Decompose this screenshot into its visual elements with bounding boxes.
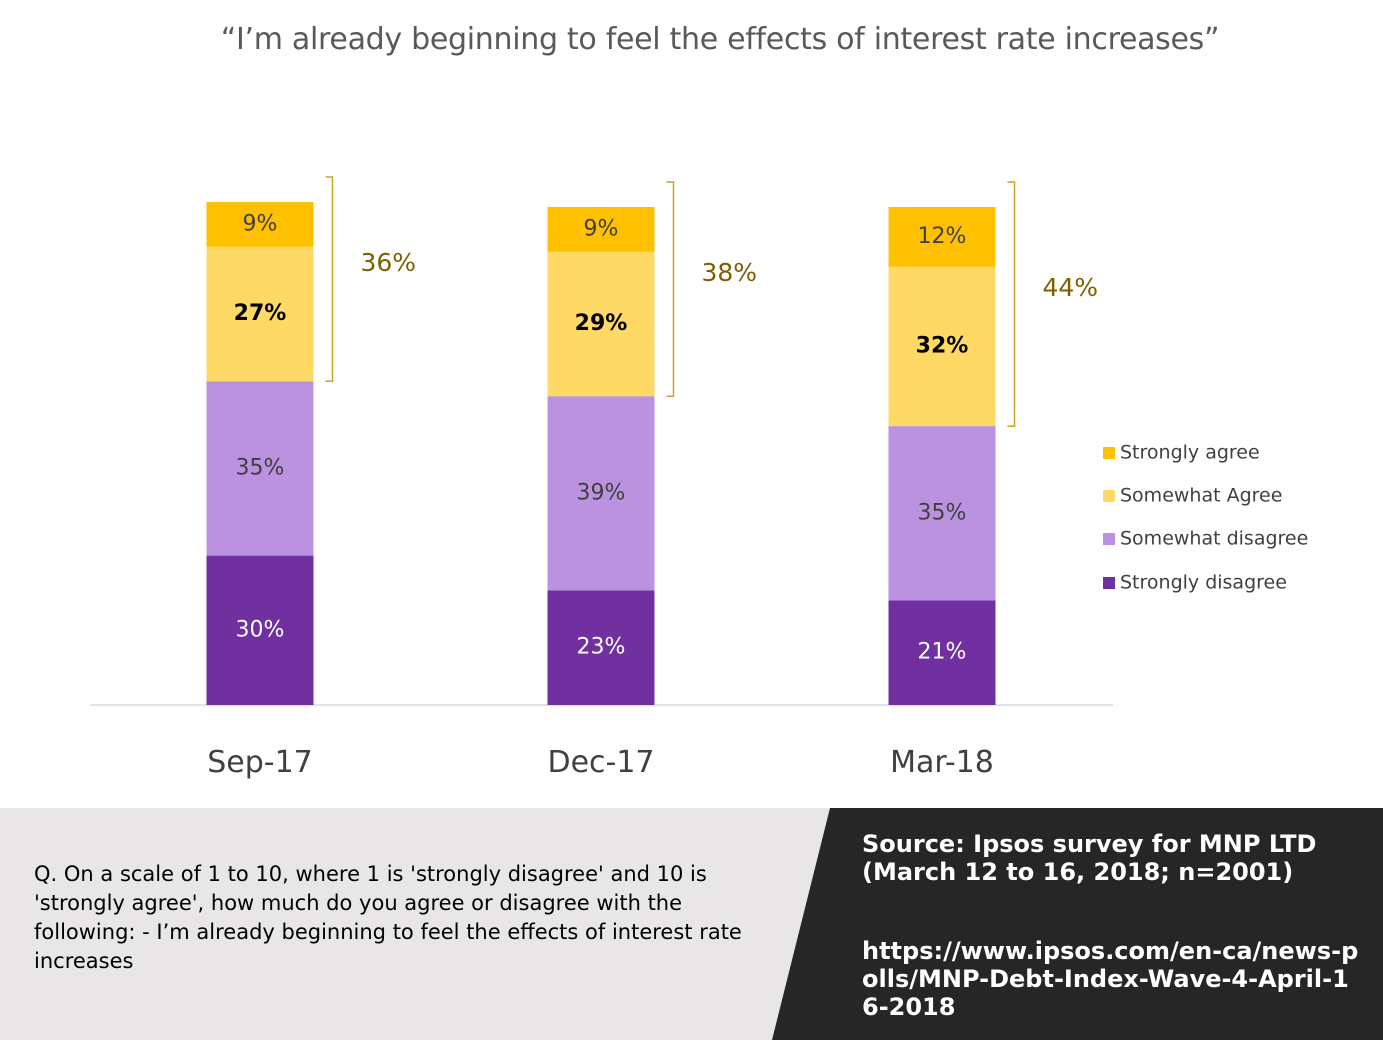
agree-bracket	[1007, 181, 1016, 427]
agree-bracket	[666, 181, 675, 397]
bar-value-label: 35%	[918, 500, 967, 525]
bar-value-label: 27%	[234, 301, 287, 326]
x-tick-label: Sep-17	[207, 745, 313, 780]
legend-label: Strongly disagree	[1120, 572, 1287, 594]
legend-swatch	[1103, 577, 1115, 589]
source-url: https://www.ipsos.com/en-ca/news-polls/M…	[862, 937, 1359, 1021]
bar-value-label: 29%	[575, 311, 628, 336]
x-tick-label: Dec-17	[547, 745, 654, 780]
bar-segment-strongly-agree	[206, 202, 314, 247]
bar-value-label: 39%	[577, 480, 626, 505]
bar-segment-strongly-disagree	[888, 600, 996, 705]
bar-segment-strongly-agree	[547, 207, 655, 252]
legend-swatch	[1103, 447, 1115, 459]
agree-total-label: 44%	[1043, 273, 1099, 302]
x-tick-label: Mar-18	[890, 745, 994, 780]
bar-segment-somewhat-disagree	[888, 426, 996, 601]
bar-segment-somewhat-agree	[547, 251, 655, 397]
bar-value-label: 23%	[577, 635, 626, 660]
bar-segment-somewhat-agree	[206, 246, 314, 382]
legend-label: Somewhat Agree	[1120, 485, 1282, 507]
bar-value-label: 21%	[918, 640, 967, 665]
bar-value-label: 12%	[918, 224, 967, 249]
survey-question: Q. On a scale of 1 to 10, where 1 is 'st…	[34, 862, 742, 973]
source-citation: Source: Ipsos survey for MNP LTD (March …	[862, 830, 1317, 886]
bar-value-label: 9%	[243, 211, 278, 236]
agree-total-label: 36%	[361, 248, 417, 277]
bar-segment-strongly-disagree	[547, 590, 655, 705]
agree-bracket	[325, 176, 334, 383]
bar-segment-somewhat-agree	[888, 266, 996, 427]
legend-swatch	[1103, 490, 1115, 502]
chart-title: “I’m already beginning to feel the effec…	[220, 22, 1220, 57]
bar-segment-somewhat-disagree	[547, 396, 655, 591]
bar-segment-strongly-agree	[888, 207, 996, 267]
bar-segment-strongly-disagree	[206, 555, 314, 705]
legend-label: Somewhat disagree	[1120, 528, 1308, 550]
legend-label: Strongly agree	[1120, 442, 1260, 464]
bar-segment-somewhat-disagree	[206, 381, 314, 556]
bar-value-label: 35%	[236, 455, 285, 480]
question-panel	[0, 808, 860, 1040]
agree-total-label: 38%	[702, 258, 758, 287]
bar-value-label: 32%	[916, 333, 969, 358]
bar-value-label: 9%	[584, 216, 619, 241]
bar-value-label: 30%	[236, 617, 285, 642]
legend-swatch	[1103, 533, 1115, 545]
